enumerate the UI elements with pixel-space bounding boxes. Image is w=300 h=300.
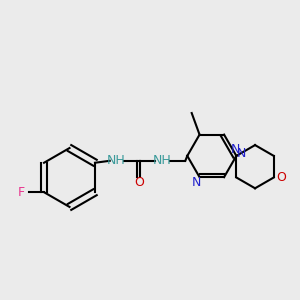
Text: N: N [231,143,240,157]
Text: NH: NH [152,154,171,167]
Text: NH: NH [107,154,126,167]
Text: O: O [134,176,144,189]
Text: N: N [237,147,246,161]
Text: O: O [277,171,286,184]
Text: F: F [17,186,24,199]
Text: N: N [192,176,201,188]
